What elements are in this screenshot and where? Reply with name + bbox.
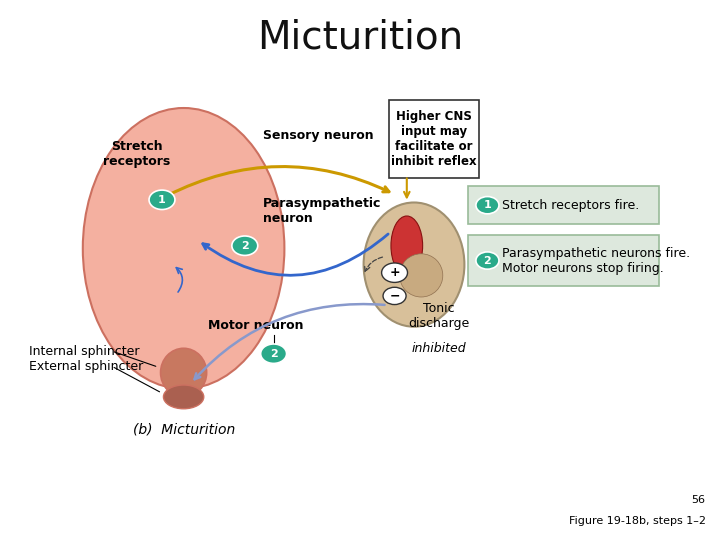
Circle shape: [383, 287, 406, 305]
Ellipse shape: [83, 108, 284, 389]
Text: +: +: [390, 266, 400, 279]
FancyBboxPatch shape: [389, 100, 479, 178]
Ellipse shape: [400, 254, 443, 297]
Circle shape: [382, 263, 408, 282]
FancyBboxPatch shape: [468, 235, 659, 286]
FancyBboxPatch shape: [468, 186, 659, 224]
Text: 56: 56: [692, 495, 706, 505]
Text: 2: 2: [270, 349, 277, 359]
Circle shape: [232, 236, 258, 255]
Circle shape: [476, 197, 499, 214]
Text: 2: 2: [484, 255, 491, 266]
Text: Internal sphincter: Internal sphincter: [29, 345, 139, 357]
Text: Tonic
discharge: Tonic discharge: [408, 302, 470, 330]
Text: Parasympathetic
neuron: Parasympathetic neuron: [263, 197, 381, 225]
Text: (b)  Micturition: (b) Micturition: [133, 422, 235, 436]
Circle shape: [149, 190, 175, 210]
Text: inhibited: inhibited: [412, 342, 467, 355]
Text: Higher CNS
input may
facilitate or
inhibit reflex: Higher CNS input may facilitate or inhib…: [391, 110, 477, 168]
Ellipse shape: [163, 385, 204, 409]
Text: Micturition: Micturition: [257, 19, 463, 57]
Text: Sensory neuron: Sensory neuron: [263, 129, 374, 141]
Text: 2: 2: [241, 241, 248, 251]
Text: −: −: [390, 289, 400, 302]
Text: Parasympathetic neurons fire.
Motor neurons stop firing.: Parasympathetic neurons fire. Motor neur…: [502, 247, 690, 274]
Ellipse shape: [364, 202, 464, 327]
Circle shape: [476, 252, 499, 269]
Circle shape: [261, 344, 287, 363]
Text: Stretch
receptors: Stretch receptors: [103, 140, 171, 168]
Text: Motor neuron: Motor neuron: [208, 319, 303, 332]
Text: Stretch receptors fire.: Stretch receptors fire.: [502, 199, 639, 212]
Text: Figure 19-18b, steps 1–2: Figure 19-18b, steps 1–2: [569, 516, 706, 526]
Ellipse shape: [391, 216, 423, 275]
Text: 1: 1: [484, 200, 491, 210]
Ellipse shape: [161, 348, 207, 397]
Text: External sphincter: External sphincter: [29, 360, 143, 373]
Text: 1: 1: [158, 195, 166, 205]
